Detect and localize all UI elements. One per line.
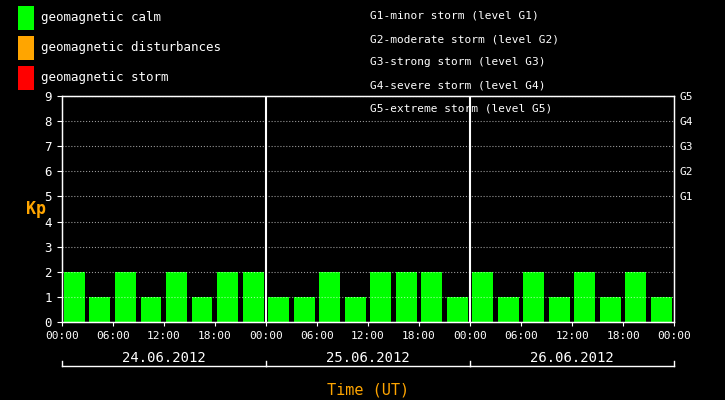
Text: 24.06.2012: 24.06.2012: [122, 351, 206, 365]
Bar: [191, 297, 212, 322]
Bar: [141, 297, 162, 322]
Y-axis label: Kp: Kp: [26, 200, 46, 218]
Bar: [447, 297, 468, 322]
Text: 25.06.2012: 25.06.2012: [326, 351, 410, 365]
Bar: [574, 272, 595, 322]
Bar: [115, 272, 136, 322]
Bar: [64, 272, 85, 322]
Bar: [243, 272, 263, 322]
Bar: [549, 297, 570, 322]
Text: Time (UT): Time (UT): [327, 382, 409, 398]
Text: G2-moderate storm (level G2): G2-moderate storm (level G2): [370, 34, 559, 44]
Bar: [166, 272, 187, 322]
Bar: [626, 272, 647, 322]
Text: G4-severe storm (level G4): G4-severe storm (level G4): [370, 81, 545, 91]
Text: geomagnetic storm: geomagnetic storm: [41, 72, 169, 84]
Text: G3-strong storm (level G3): G3-strong storm (level G3): [370, 58, 545, 68]
Bar: [370, 272, 392, 322]
Bar: [421, 272, 442, 322]
Bar: [344, 297, 365, 322]
Bar: [651, 297, 672, 322]
Bar: [473, 272, 493, 322]
Bar: [396, 272, 417, 322]
Bar: [217, 272, 238, 322]
Bar: [268, 297, 289, 322]
Bar: [498, 297, 519, 322]
Bar: [319, 272, 340, 322]
Bar: [294, 297, 315, 322]
Text: G5-extreme storm (level G5): G5-extreme storm (level G5): [370, 104, 552, 114]
Bar: [89, 297, 110, 322]
Text: 26.06.2012: 26.06.2012: [530, 351, 614, 365]
Text: geomagnetic disturbances: geomagnetic disturbances: [41, 42, 221, 54]
Text: geomagnetic calm: geomagnetic calm: [41, 12, 162, 24]
Bar: [600, 297, 621, 322]
Text: G1-minor storm (level G1): G1-minor storm (level G1): [370, 11, 539, 21]
Bar: [523, 272, 544, 322]
